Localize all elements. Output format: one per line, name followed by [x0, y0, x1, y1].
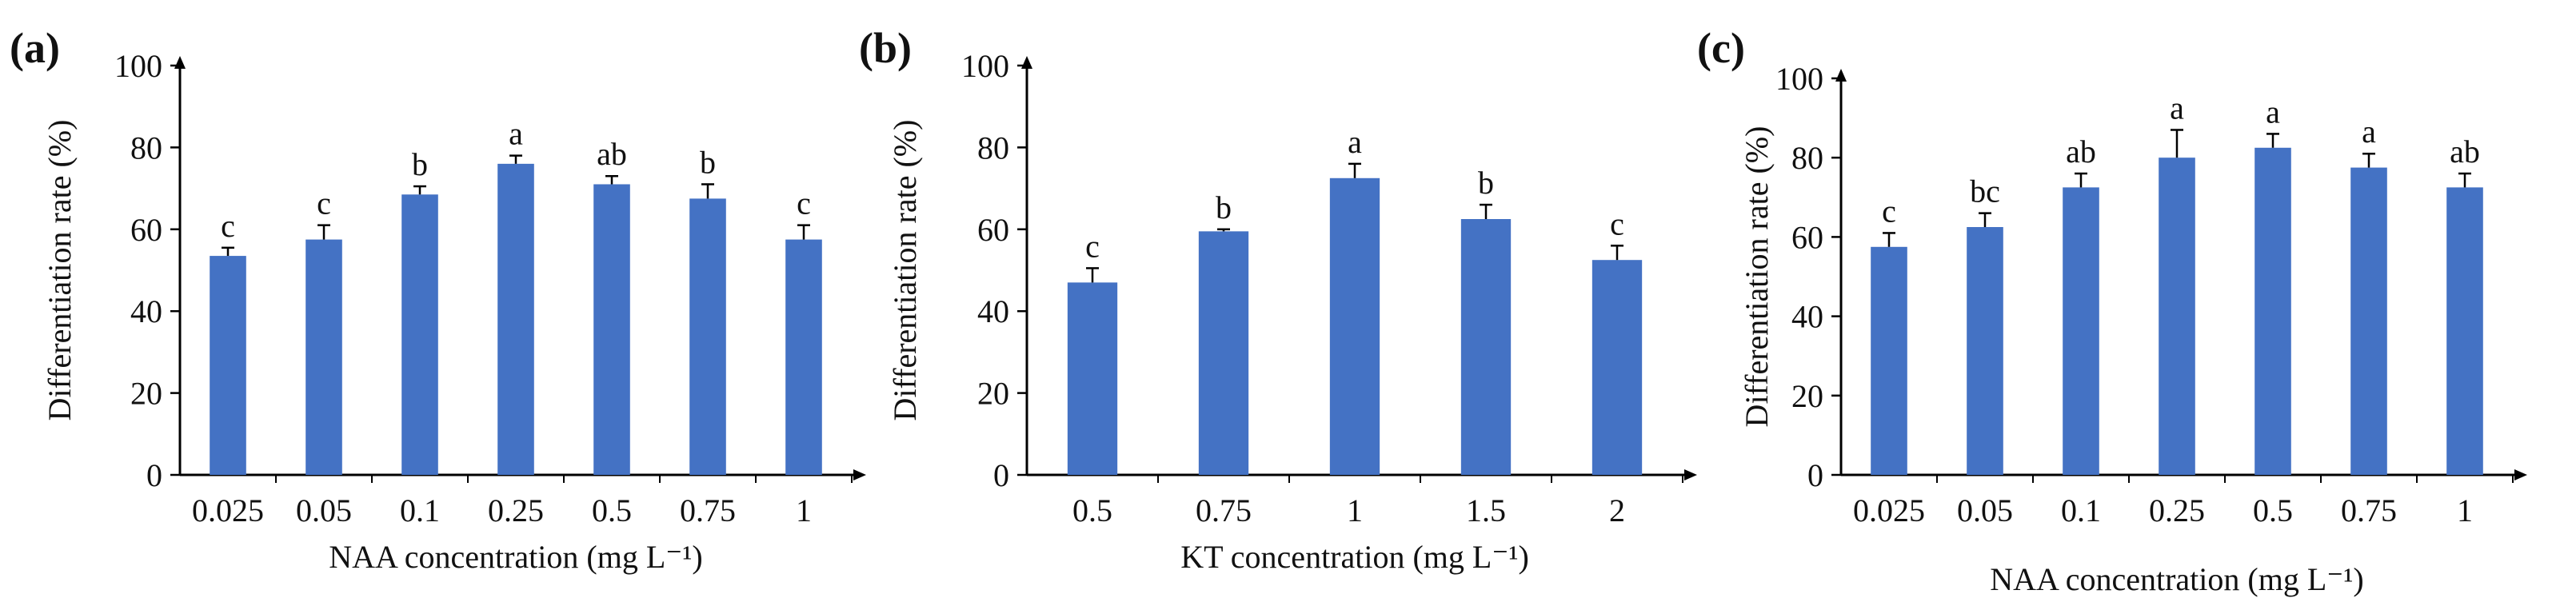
- significance-letter: c: [317, 185, 331, 221]
- x-tick-label: 0.25: [2149, 492, 2205, 528]
- x-tick-label: 2: [1609, 492, 1625, 528]
- y-tick-label: 20: [977, 376, 1009, 412]
- significance-letter: c: [797, 185, 811, 221]
- x-tick-label: 1: [1347, 492, 1363, 528]
- significance-letter: a: [2362, 114, 2376, 150]
- panel-label: (c): [1697, 24, 1745, 72]
- x-axis-arrow: [2514, 469, 2527, 480]
- significance-letter: b: [700, 144, 716, 180]
- panel-label: (b): [859, 24, 912, 72]
- x-tick-label: 0.1: [2061, 492, 2101, 528]
- y-tick-label: 80: [977, 130, 1009, 165]
- significance-letter: a: [1348, 124, 1362, 160]
- bar: [1592, 260, 1643, 475]
- x-tick-label: 0.25: [488, 492, 544, 528]
- x-tick-label: 0.75: [680, 492, 736, 528]
- bar: [306, 239, 342, 475]
- bar: [2159, 157, 2195, 475]
- significance-letter: a: [2170, 90, 2184, 126]
- significance-letter: b: [1216, 189, 1232, 225]
- x-tick-label: 0.75: [1196, 492, 1252, 528]
- significance-letter: c: [1085, 228, 1100, 264]
- bar: [1460, 219, 1512, 475]
- y-axis-arrow: [1835, 69, 1847, 82]
- x-tick-label: 1: [2457, 492, 2473, 528]
- significance-letter: a: [509, 116, 523, 152]
- bar: [2254, 147, 2291, 476]
- bar: [497, 163, 534, 475]
- y-tick-label: 100: [1775, 61, 1823, 97]
- significance-letter: b: [412, 146, 428, 182]
- significance-letter: c: [1882, 193, 1896, 229]
- x-axis-title: NAA concentration (mg L⁻¹): [329, 539, 702, 575]
- y-axis-arrow: [1021, 56, 1032, 69]
- y-tick-label: 100: [961, 48, 1009, 84]
- bar: [2063, 187, 2099, 475]
- y-axis-arrow: [174, 56, 186, 69]
- y-tick-label: 0: [993, 457, 1009, 493]
- y-tick-label: 80: [130, 130, 162, 165]
- panel-a: (a) 0 20 40 60 80 100 c 0.025 c 0.05 b 0.1 a 0.25 ab 0.5…: [10, 24, 866, 575]
- bar: [2350, 167, 2387, 475]
- bar: [1329, 177, 1380, 476]
- x-tick-label: 0.1: [400, 492, 440, 528]
- x-tick-label: 1: [796, 492, 812, 528]
- y-tick-label: 60: [1791, 219, 1823, 255]
- x-tick-label: 1.5: [1466, 492, 1506, 528]
- y-axis-title: Differentiation rate (%): [1739, 126, 1775, 428]
- x-tick-label: 0.025: [1853, 492, 1925, 528]
- bar: [1871, 246, 1907, 475]
- y-tick-label: 40: [1791, 299, 1823, 335]
- bar: [1198, 231, 1249, 475]
- bar: [1067, 282, 1118, 475]
- significance-letter: a: [2266, 94, 2280, 130]
- bar: [401, 194, 438, 475]
- x-tick-label: 0.5: [2253, 492, 2293, 528]
- bar: [593, 184, 630, 476]
- y-tick-label: 20: [130, 376, 162, 412]
- significance-letter: c: [1610, 205, 1624, 241]
- y-tick-label: 80: [1791, 140, 1823, 176]
- y-axis-title: Differentiation rate (%): [887, 120, 923, 421]
- bar: [785, 239, 822, 475]
- y-tick-label: 40: [977, 293, 1009, 329]
- significance-letter: c: [221, 208, 235, 244]
- x-axis-arrow: [1684, 469, 1697, 480]
- x-axis-title: NAA concentration (mg L⁻¹): [1990, 561, 2363, 597]
- x-tick-label: 0.025: [192, 492, 264, 528]
- y-tick-label: 20: [1791, 378, 1823, 414]
- significance-letter: ab: [597, 136, 627, 172]
- significance-letter: b: [1478, 165, 1494, 201]
- y-tick-label: 60: [130, 212, 162, 248]
- x-axis-arrow: [853, 469, 866, 480]
- y-tick-label: 60: [977, 212, 1009, 248]
- y-tick-label: 0: [1807, 457, 1823, 493]
- significance-letter: ab: [2450, 134, 2480, 169]
- bar: [210, 256, 246, 475]
- x-tick-label: 0.75: [2341, 492, 2397, 528]
- y-tick-label: 0: [146, 457, 162, 493]
- y-axis-title: Differentiation rate (%): [42, 120, 78, 421]
- bar: [1967, 227, 2003, 475]
- x-tick-label: 0.5: [1072, 492, 1112, 528]
- x-tick-label: 0.05: [1957, 492, 2013, 528]
- y-tick-label: 100: [114, 48, 162, 84]
- x-tick-label: 0.05: [296, 492, 352, 528]
- x-axis-title: KT concentration (mg L⁻¹): [1180, 539, 1529, 575]
- panel-label: (a): [10, 24, 60, 72]
- y-tick-label: 40: [130, 293, 162, 329]
- significance-letter: bc: [1970, 173, 2000, 209]
- significance-letter: ab: [2066, 134, 2096, 169]
- panel-c: (c) 0 20 40 60 80 100 c 0.025 bc 0.05 ab 0.1 a 0.25 a 0.…: [1697, 24, 2527, 597]
- bar: [2446, 187, 2483, 475]
- panel-b: (b) 0 20 40 60 80 100 c 0.5 b 0.75 a 1 b 1.5 c 2 KT conce…: [859, 24, 1697, 575]
- x-tick-label: 0.5: [592, 492, 632, 528]
- bar: [689, 198, 726, 475]
